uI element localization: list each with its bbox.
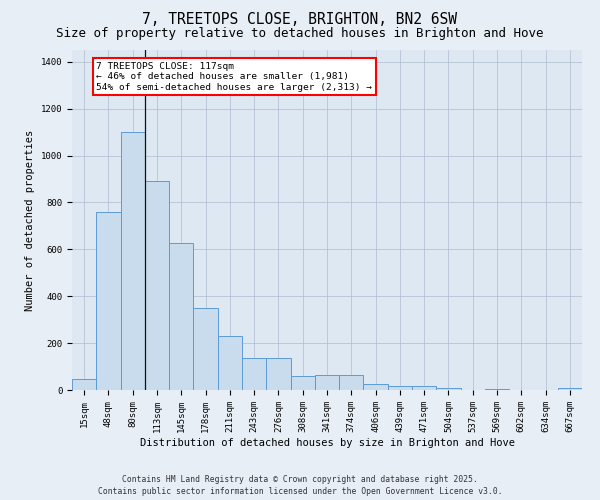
Bar bbox=[242, 358, 266, 390]
Bar bbox=[169, 244, 193, 390]
Bar bbox=[485, 389, 509, 390]
Text: 7 TREETOPS CLOSE: 117sqm
← 46% of detached houses are smaller (1,981)
54% of sem: 7 TREETOPS CLOSE: 117sqm ← 46% of detach… bbox=[96, 62, 372, 92]
Bar bbox=[364, 384, 388, 390]
Bar bbox=[388, 386, 412, 390]
Y-axis label: Number of detached properties: Number of detached properties bbox=[25, 130, 35, 310]
Bar bbox=[266, 358, 290, 390]
Text: 7, TREETOPS CLOSE, BRIGHTON, BN2 6SW: 7, TREETOPS CLOSE, BRIGHTON, BN2 6SW bbox=[143, 12, 458, 28]
Bar bbox=[315, 375, 339, 390]
Bar bbox=[218, 336, 242, 390]
Bar bbox=[121, 132, 145, 390]
Bar bbox=[72, 380, 96, 390]
Bar bbox=[145, 182, 169, 390]
Bar bbox=[339, 375, 364, 390]
X-axis label: Distribution of detached houses by size in Brighton and Hove: Distribution of detached houses by size … bbox=[139, 438, 515, 448]
Bar bbox=[193, 308, 218, 390]
Bar bbox=[290, 376, 315, 390]
Bar bbox=[96, 212, 121, 390]
Text: Size of property relative to detached houses in Brighton and Hove: Size of property relative to detached ho… bbox=[56, 28, 544, 40]
Bar bbox=[436, 388, 461, 390]
Bar bbox=[412, 386, 436, 390]
Text: Contains HM Land Registry data © Crown copyright and database right 2025.
Contai: Contains HM Land Registry data © Crown c… bbox=[98, 474, 502, 496]
Bar bbox=[558, 388, 582, 390]
